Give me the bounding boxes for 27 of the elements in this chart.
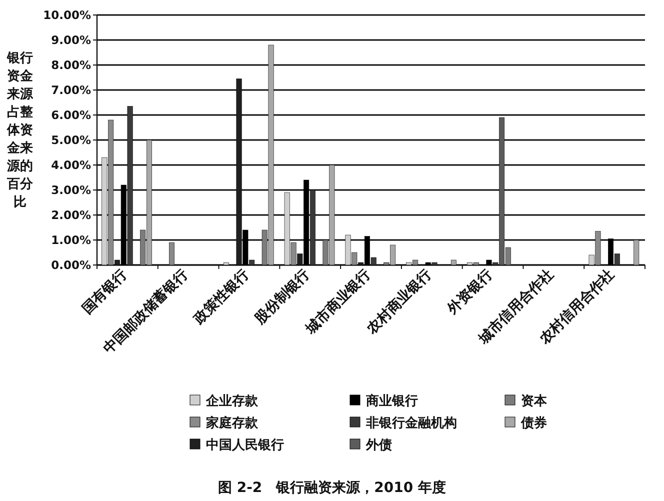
legend-label: 非银行金融机构 — [365, 416, 457, 431]
text: 银行资金来源占整体资金来源的百分比 — [7, 51, 33, 210]
legend-label: 中国人民银行 — [206, 438, 284, 453]
x-tick-label: 政策性银行 — [190, 266, 252, 328]
bar — [223, 262, 229, 266]
y-tick-label: 2.00% — [51, 208, 92, 222]
y-tick-label: 4.00% — [51, 158, 92, 172]
y-tick-label: 10.00% — [43, 8, 92, 22]
legend-label: 商业银行 — [365, 393, 418, 409]
legend-label: 家庭存款 — [205, 415, 259, 431]
text: 图 2-2 银行融资来源，2010 年度 — [218, 479, 446, 496]
bar — [168, 242, 174, 266]
y-tick-label: 5.00% — [51, 133, 92, 147]
legend-label: 资本 — [521, 394, 548, 409]
y-tick-label: 9.00% — [51, 33, 92, 47]
legend-label: 外债 — [365, 438, 392, 453]
x-tick-label: 外资银行 — [444, 266, 496, 318]
y-tick-label: 8.00% — [51, 58, 92, 72]
bar — [450, 260, 456, 266]
legend-label: 债券 — [520, 416, 547, 431]
y-tick-label: 0.00% — [51, 258, 92, 272]
bar — [634, 240, 640, 266]
y-tick-label: 7.00% — [51, 83, 92, 97]
y-tick-label: 1.00% — [51, 233, 92, 247]
y-tick-label: 6.00% — [51, 108, 92, 122]
y-tick-label: 3.00% — [51, 183, 92, 197]
legend-label: 企业存款 — [205, 394, 259, 409]
